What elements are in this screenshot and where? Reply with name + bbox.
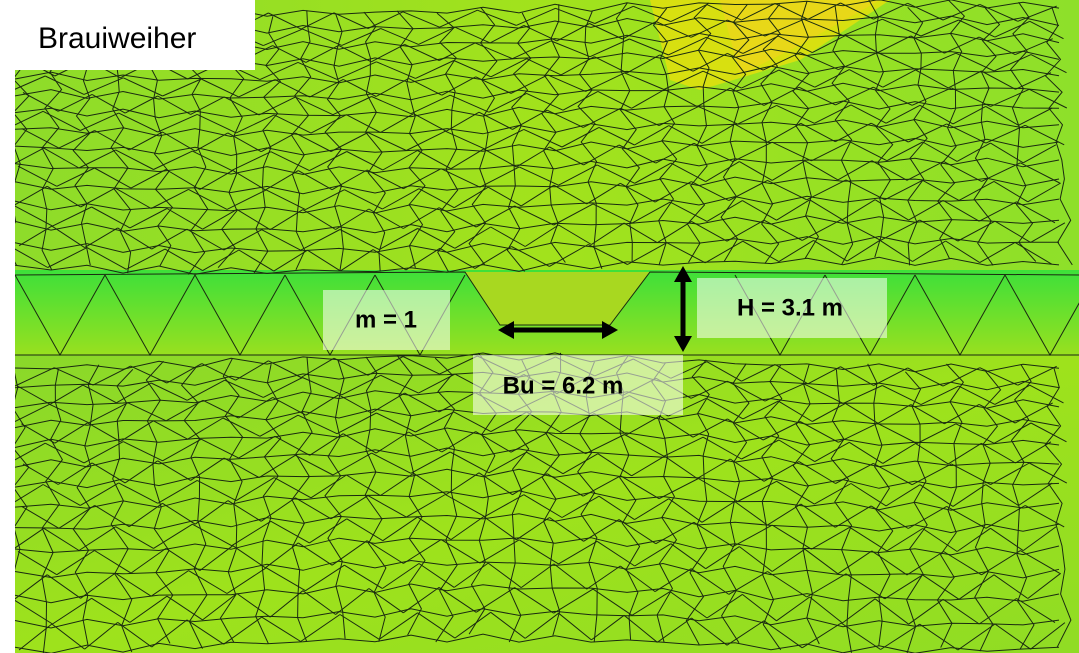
slope-label: m = 1 (355, 306, 417, 333)
margin (0, 0, 15, 653)
height-label: H = 3.1 m (737, 294, 843, 321)
title: Brauiweiher (38, 22, 196, 55)
width-label: Bu = 6.2 m (503, 372, 624, 399)
scene: Brauiweiher m = 1 H = 3.1 m Bu = 6.2 m (0, 0, 1079, 653)
page: Brauiweiher m = 1 H = 3.1 m Bu = 6.2 m (… (0, 0, 1079, 653)
terrain-mesh (15, 0, 1079, 653)
